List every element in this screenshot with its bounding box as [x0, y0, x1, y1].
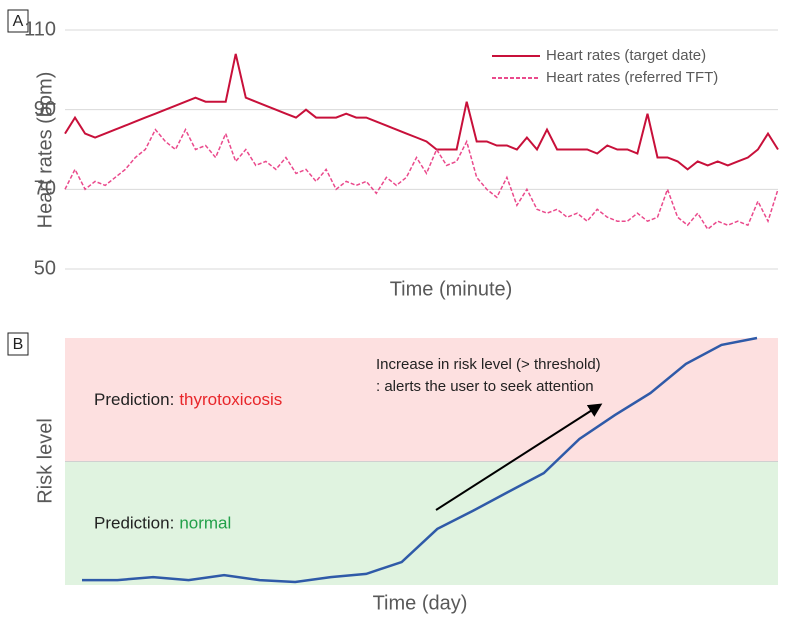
region-label: Prediction: thyrotoxicosis [94, 390, 282, 409]
region-label: Prediction: normal [94, 514, 231, 533]
annotation: Increase in risk level (> threshold) [376, 356, 601, 373]
x-axis-title: Time (minute) [390, 278, 513, 300]
panel-label: A [13, 13, 24, 30]
y-tick-label: 70 [34, 178, 56, 200]
region-class: thyrotoxicosis [179, 390, 282, 409]
panel-label: B [13, 336, 24, 353]
region [65, 338, 778, 462]
region-prefix: Prediction: [94, 514, 174, 533]
line [64, 53, 779, 171]
y-axis-title: Heart rates (bpm) [34, 72, 56, 229]
x-axis-title: Time (day) [373, 592, 468, 614]
annotation: : alerts the user to seek attention [376, 378, 594, 395]
y-tick-label: 110 [24, 18, 56, 40]
panel-box [7, 332, 29, 356]
y-tick-label: 50 [34, 257, 56, 279]
line [64, 127, 779, 231]
legend-label: Heart rates (referred TFT) [546, 69, 718, 86]
region-prefix: Prediction: [94, 390, 174, 409]
region-class: normal [179, 514, 231, 533]
y-tick-label: 90 [34, 98, 56, 120]
line [82, 336, 758, 584]
legend-label: Heart rates (target date) [546, 47, 706, 64]
y-axis-title: Risk level [34, 418, 56, 504]
annotation-arrow [435, 403, 603, 511]
panel-box [7, 9, 29, 33]
region [65, 461, 778, 585]
